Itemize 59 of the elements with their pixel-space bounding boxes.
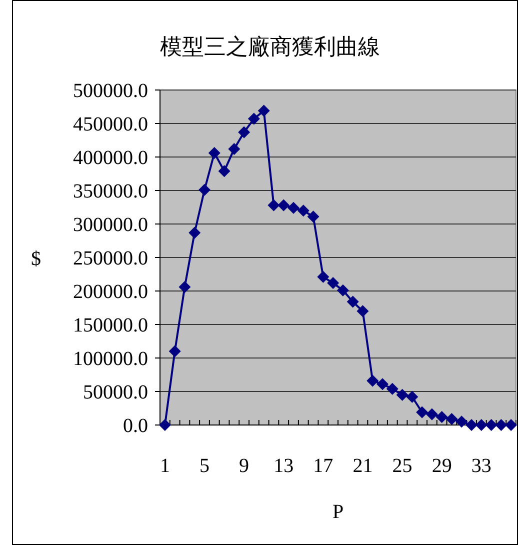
- point: [436, 410, 448, 423]
- point: [376, 378, 388, 390]
- x-tick-label: 21: [352, 455, 373, 477]
- point: [426, 408, 438, 420]
- point: [248, 112, 260, 125]
- point: [258, 104, 270, 117]
- y-tick-label: 450000.0: [73, 114, 148, 136]
- x-tick-label: 29: [432, 455, 452, 477]
- y-tick-label: 200000.0: [73, 281, 148, 303]
- point: [158, 419, 171, 431]
- x-tick-label: 9: [239, 455, 250, 477]
- x-tick-label: 33: [471, 455, 492, 477]
- point: [386, 382, 398, 395]
- point: [356, 305, 369, 318]
- point: [346, 296, 359, 308]
- point: [485, 419, 498, 431]
- point: [317, 270, 330, 283]
- point: [288, 202, 300, 214]
- point: [278, 199, 290, 212]
- y-tick-label: 500000.0: [73, 80, 148, 102]
- x-tick-label: 1: [160, 455, 170, 477]
- point: [297, 204, 310, 217]
- point: [446, 412, 458, 425]
- point: [416, 406, 428, 418]
- point: [466, 419, 478, 431]
- y-axis-title: $: [31, 248, 41, 270]
- y-tick-label: 100000.0: [73, 348, 148, 370]
- point: [238, 126, 250, 138]
- point: [505, 419, 518, 431]
- x-tick-label: 25: [392, 455, 412, 477]
- point: [168, 345, 181, 358]
- point: [188, 226, 201, 239]
- point: [178, 280, 191, 293]
- point: [456, 416, 468, 428]
- point: [327, 276, 340, 289]
- point: [475, 419, 488, 431]
- y-tick-label: 50000.0: [83, 382, 148, 404]
- y-tick-label: 250000.0: [73, 248, 148, 270]
- point: [218, 165, 230, 178]
- x-tick-label: 5: [200, 455, 210, 477]
- point: [307, 210, 320, 223]
- y-tick-label: 0.0: [123, 415, 148, 437]
- x-axis-title: P: [332, 501, 344, 523]
- point: [198, 184, 210, 196]
- x-tick-label: 17: [313, 455, 334, 477]
- y-tick-label: 350000.0: [73, 180, 148, 202]
- point: [495, 419, 508, 431]
- point: [406, 390, 418, 403]
- y-tick-label: 300000.0: [73, 214, 148, 236]
- point: [268, 199, 280, 212]
- x-tick-label: 13: [274, 455, 294, 477]
- y-tick-label: 400000.0: [73, 147, 148, 169]
- y-tick-label: 150000.0: [73, 314, 148, 336]
- point: [366, 374, 379, 387]
- point: [336, 284, 349, 296]
- chart-title: 模型三之廠商獲利曲線: [160, 34, 380, 59]
- point: [396, 388, 408, 401]
- point: [228, 142, 240, 155]
- point: [208, 146, 220, 159]
